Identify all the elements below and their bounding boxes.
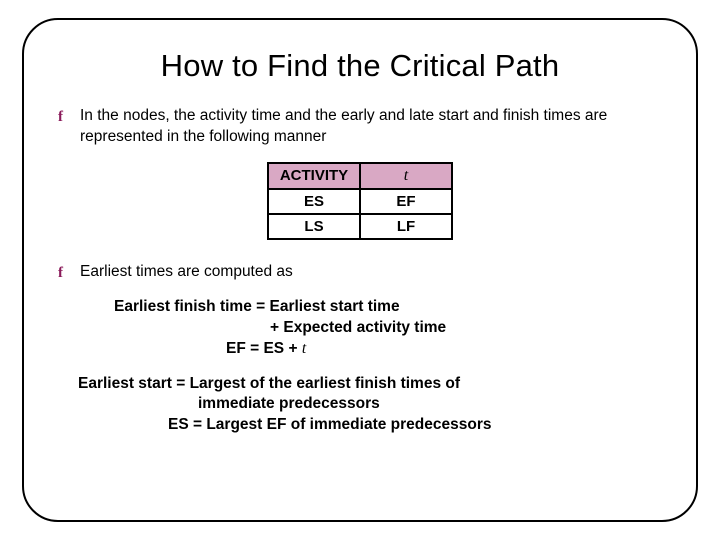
bullet-icon: f bbox=[58, 107, 63, 127]
table-row: ACTIVITY t bbox=[268, 163, 452, 189]
formula-line: ES = Largest EF of immediate predecessor… bbox=[78, 415, 662, 436]
slide-title: How to Find the Critical Path bbox=[58, 48, 662, 84]
node-table: ACTIVITY t ES EF LS LF bbox=[267, 162, 453, 240]
formula-line: Earliest finish time = Earliest start ti… bbox=[114, 297, 662, 318]
bullet-text: In the nodes, the activity time and the … bbox=[80, 107, 607, 145]
formula-line: Earliest start = Largest of the earliest… bbox=[78, 374, 662, 395]
cell-ls: LS bbox=[268, 214, 360, 239]
table-row: ES EF bbox=[268, 189, 452, 214]
bullet-text: Earliest times are computed as bbox=[80, 263, 293, 280]
formula-earliest-finish: Earliest finish time = Earliest start ti… bbox=[114, 297, 662, 360]
formula-line: immediate predecessors bbox=[78, 394, 662, 415]
bullet-item: f In the nodes, the activity time and th… bbox=[58, 106, 662, 148]
table-row: LS LF bbox=[268, 214, 452, 239]
cell-es: ES bbox=[268, 189, 360, 214]
bullet-item: f Earliest times are computed as bbox=[58, 262, 662, 283]
formula-earliest-start: Earliest start = Largest of the earliest… bbox=[78, 374, 662, 437]
formula-line: + Expected activity time bbox=[114, 318, 662, 339]
formula-text: EF = ES + bbox=[226, 340, 302, 357]
formula-var-t: t bbox=[302, 340, 306, 357]
cell-ef: EF bbox=[360, 189, 452, 214]
formula-line: EF = ES + t bbox=[114, 339, 662, 360]
bullet-icon: f bbox=[58, 263, 63, 283]
slide-frame: How to Find the Critical Path f In the n… bbox=[22, 18, 698, 522]
cell-t: t bbox=[360, 163, 452, 189]
cell-lf: LF bbox=[360, 214, 452, 239]
slide: How to Find the Critical Path f In the n… bbox=[0, 0, 720, 540]
cell-activity: ACTIVITY bbox=[268, 163, 360, 189]
